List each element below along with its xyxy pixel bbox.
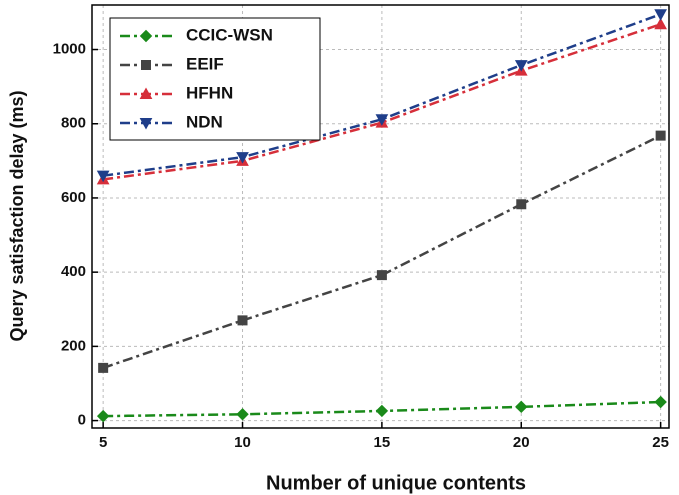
y-tick-label: 600 (61, 189, 86, 206)
marker (139, 29, 153, 43)
x-tick-label: 10 (234, 434, 251, 451)
marker (96, 170, 110, 183)
marker (376, 270, 387, 281)
y-tick-label: 0 (78, 412, 86, 429)
legend-label: CCIC-WSN (186, 25, 273, 44)
marker (237, 315, 248, 326)
marker (236, 152, 249, 164)
series-line (102, 134, 662, 370)
marker (98, 362, 109, 373)
plot-frame (91, 4, 670, 429)
y-tick-label: 800 (61, 115, 86, 132)
y-tick-label: 1000 (53, 40, 86, 57)
y-tick-label: 200 (61, 337, 86, 354)
marker (654, 9, 667, 21)
legend-label: NDN (186, 112, 223, 131)
marker (654, 17, 667, 30)
y-axis-label: Query satisfaction delay (ms) (7, 90, 27, 341)
x-tick-label: 15 (374, 434, 391, 451)
marker (515, 400, 528, 414)
marker (139, 87, 153, 99)
x-tick-label: 20 (513, 434, 530, 451)
marker (514, 60, 528, 72)
series-line (102, 13, 662, 177)
legend-label: EEIF (186, 54, 224, 73)
marker (141, 60, 151, 70)
x-tick-label: 5 (99, 434, 107, 451)
marker (236, 408, 249, 421)
legend-label: HFHN (186, 83, 233, 102)
marker (139, 118, 153, 130)
marker (375, 114, 389, 126)
x-tick-label: 25 (652, 434, 669, 451)
marker (96, 409, 110, 423)
marker (654, 395, 667, 409)
marker (375, 404, 389, 418)
y-tick-label: 400 (61, 263, 86, 280)
series-line (102, 23, 662, 181)
marker (655, 130, 666, 141)
x-axis-label: Number of unique contents (266, 472, 526, 494)
marker (516, 199, 527, 210)
